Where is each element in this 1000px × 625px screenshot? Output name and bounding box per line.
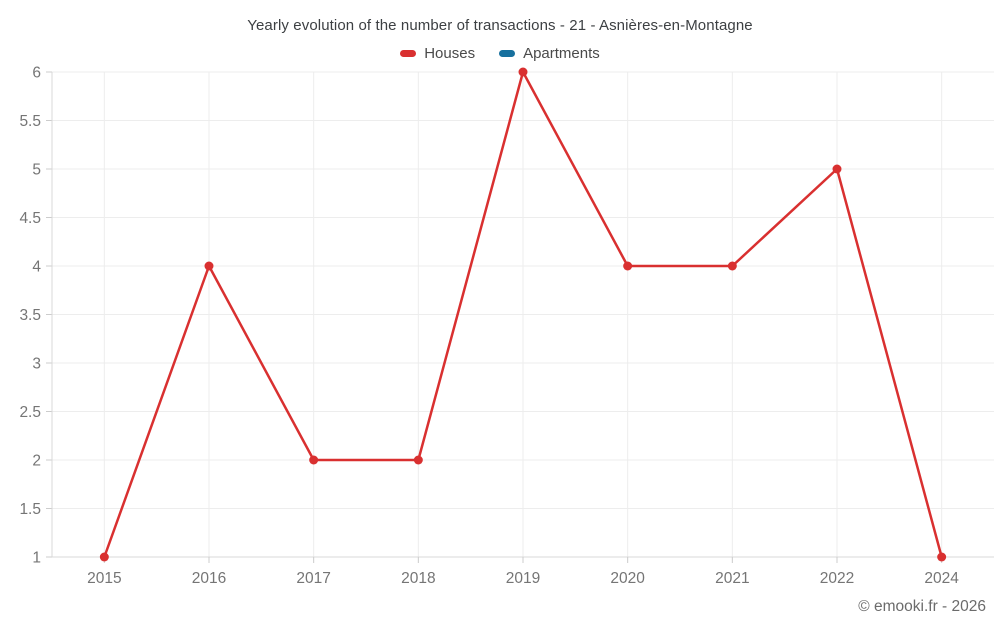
y-axis-label: 2	[32, 452, 41, 469]
x-axis-label: 2020	[610, 570, 645, 587]
copyright-footer: © emooki.fr - 2026	[858, 598, 986, 615]
y-axis-label: 5	[32, 161, 41, 178]
y-axis-label: 3	[32, 355, 41, 372]
y-axis-label: 4	[32, 258, 41, 275]
x-axis-label: 2017	[296, 570, 330, 587]
data-point-houses-2022[interactable]	[832, 164, 842, 174]
y-axis-label: 6	[32, 64, 41, 81]
legend: Houses Apartments	[0, 45, 1000, 62]
x-axis-label: 2021	[715, 570, 749, 587]
data-point-houses-2016[interactable]	[204, 261, 214, 271]
legend-swatch-icon	[499, 50, 516, 57]
data-point-houses-2017[interactable]	[309, 455, 319, 465]
x-axis-label: 2015	[87, 570, 121, 587]
legend-label: Apartments	[523, 45, 600, 62]
y-axis-label: 5.5	[19, 113, 41, 130]
legend-item-houses[interactable]: Houses	[400, 45, 475, 62]
x-axis-label: 2018	[401, 570, 435, 587]
x-axis-label: 2016	[192, 570, 226, 587]
y-axis-label: 1	[32, 549, 41, 566]
y-axis-label: 3.5	[19, 307, 41, 324]
data-point-houses-2019[interactable]	[518, 67, 528, 77]
y-axis-label: 2.5	[19, 404, 41, 421]
data-point-houses-2015[interactable]	[99, 552, 109, 562]
chart-title: Yearly evolution of the number of transa…	[247, 17, 753, 34]
y-axis-label: 4.5	[19, 210, 41, 227]
x-axis-label: 2022	[820, 570, 854, 587]
x-axis-label: 2019	[506, 570, 540, 587]
y-axis-label: 1.5	[19, 501, 41, 518]
data-point-houses-2018[interactable]	[413, 455, 423, 465]
data-point-houses-2021[interactable]	[727, 261, 737, 271]
legend-label: Houses	[424, 45, 476, 62]
legend-swatch-icon	[400, 50, 417, 57]
data-point-houses-2020[interactable]	[623, 261, 633, 271]
data-point-houses-2024[interactable]	[937, 552, 947, 562]
legend-item-apartments[interactable]: Apartments	[499, 45, 600, 62]
x-axis-label: 2024	[924, 570, 959, 587]
